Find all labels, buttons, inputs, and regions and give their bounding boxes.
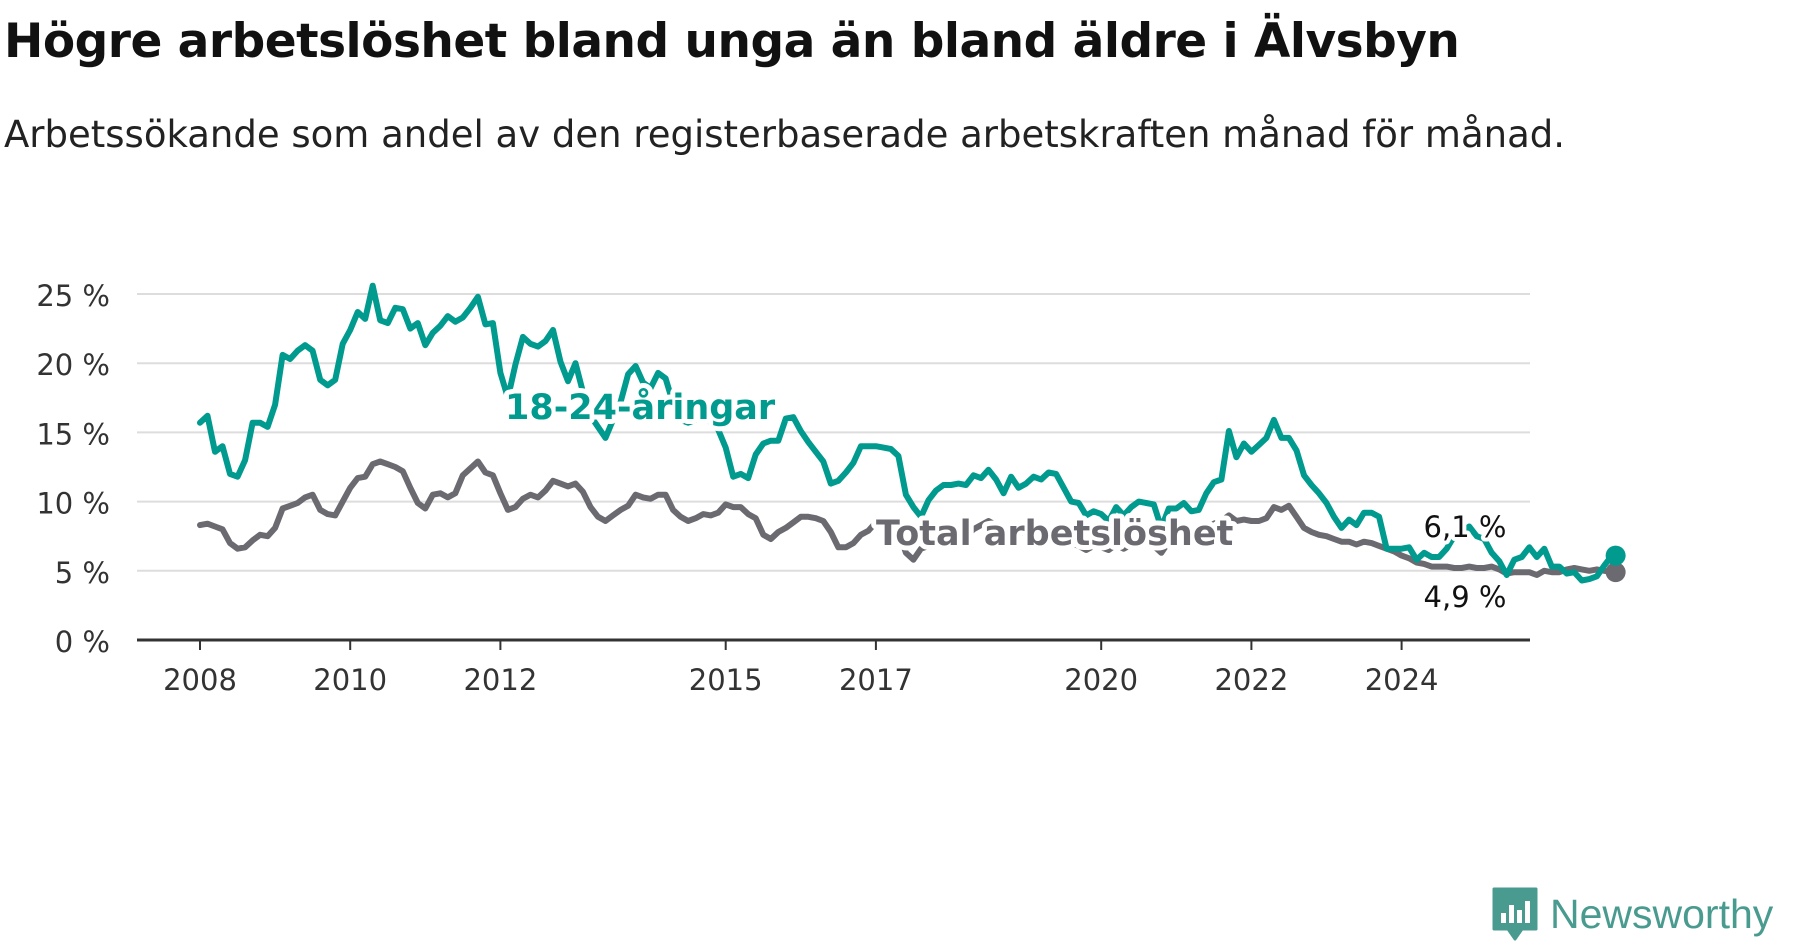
x-tick-label: 2008 (163, 663, 237, 697)
chart-subtitle: Arbetssökande som andel av den registerb… (4, 113, 1565, 156)
series-label-total: Total arbetslöshet (876, 514, 1233, 554)
newsworthy-logo-icon (1492, 887, 1538, 941)
chart-title: Högre arbetslöshet bland unga än bland ä… (4, 14, 1460, 69)
x-tick-label: 2010 (313, 663, 387, 697)
y-tick-label: 15 % (36, 417, 110, 451)
x-tick-label: 2022 (1214, 663, 1288, 697)
gridlines (137, 293, 1530, 642)
x-tick-label: 2017 (839, 663, 913, 697)
x-tick-label: 2015 (689, 663, 763, 697)
end-label-total: 4,9 % (1424, 580, 1507, 614)
series-end-dot-total (1605, 562, 1626, 583)
y-tick-label: 20 % (36, 348, 110, 382)
x-tick-labels: 2008 2010 2012 2015 2017 2020 2022 2024 (163, 640, 1439, 697)
y-tick-label: 0 % (55, 625, 110, 659)
x-tick-label: 2012 (463, 663, 537, 697)
y-tick-label: 25 % (36, 279, 110, 313)
end-label-youth: 6,1 % (1424, 510, 1507, 544)
y-tick-labels: 0 % 5 % 10 % 15 % 20 % 25 % (36, 279, 110, 659)
series-labels: 18-24-åringar Total arbetslöshet 6,1 % 4,9 … (500, 382, 1510, 618)
y-tick-label: 5 % (55, 556, 110, 590)
x-tick-label: 2020 (1064, 663, 1138, 697)
brand-name: Newsworthy (1550, 890, 1774, 937)
x-tick-label: 2024 (1365, 663, 1439, 697)
series-group (197, 282, 1626, 584)
series-label-youth: 18-24-åringar (505, 387, 776, 428)
newsworthy-logo: Newsworthy (1490, 885, 1773, 943)
y-tick-label: 10 % (36, 487, 110, 521)
series-line-youth (197, 282, 1619, 584)
series-line-total (197, 458, 1619, 578)
series-end-dot-youth (1605, 545, 1626, 566)
